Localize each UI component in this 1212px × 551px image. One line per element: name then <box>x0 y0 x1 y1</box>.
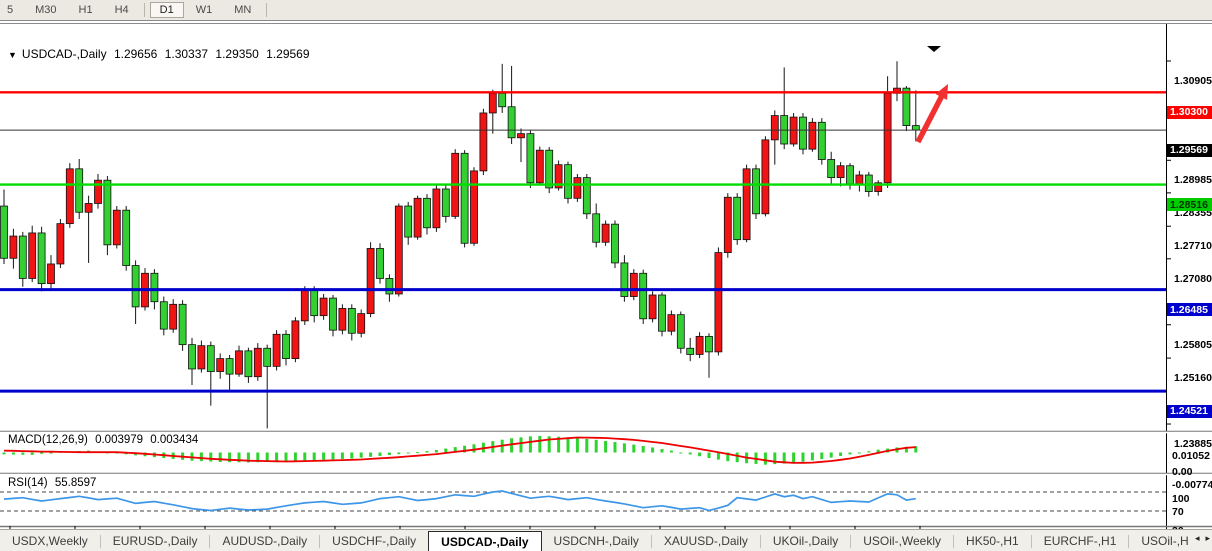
price-badge-1-26485: 1.26485 <box>1167 303 1212 317</box>
tab-divider <box>1128 534 1130 548</box>
tab-divider <box>99 534 101 548</box>
chart-plot-area[interactable] <box>0 43 1166 526</box>
price-scale[interactable] <box>1166 43 1212 526</box>
tab-eurchf-h1[interactable]: EURCHF-,H1 <box>1043 533 1117 548</box>
macd-axis-label: 0.01052 <box>1172 449 1210 462</box>
timeframe-button-h1[interactable]: H1 <box>78 4 93 16</box>
macd-axis-label: 0.00 <box>1172 466 1193 479</box>
timeframe-button-5[interactable]: 5 <box>7 4 14 16</box>
ohlc-open: 1.29656 <box>113 47 158 61</box>
tab-xauusd-daily[interactable]: XAUUSD-,Daily <box>663 533 748 548</box>
price-tick-label: 1.27080 <box>1174 272 1212 285</box>
tab-ukoil-daily[interactable]: UKOil-,Daily <box>772 533 839 548</box>
tab-usoil-weekly[interactable]: USOil-,Weekly <box>863 533 942 548</box>
tab-divider <box>953 534 955 548</box>
ohlc-high: 1.30337 <box>164 47 209 61</box>
tab-usdcnh-daily[interactable]: USDCNH-,Daily <box>553 533 639 548</box>
tab-divider <box>1030 534 1032 548</box>
tab-divider <box>209 534 211 548</box>
price-tick-label: 1.23885 <box>1174 438 1212 451</box>
tab-divider <box>319 534 321 548</box>
chart-window: ▼ USDCAD-,Daily 1.29656 1.30337 1.29350 1… <box>0 20 1212 545</box>
price-tick-label: 1.27710 <box>1174 240 1212 253</box>
price-badge-1-29569: 1.29569 <box>1167 143 1212 157</box>
timeframe-button-d1[interactable]: D1 <box>149 2 184 18</box>
toolbar-divider <box>266 3 268 17</box>
rsi-label: RSI(14) 55.8597 <box>8 477 100 489</box>
timeframe-button-mn[interactable]: MN <box>234 4 252 16</box>
tab-usoil-h[interactable]: USOil-,H <box>1141 533 1189 548</box>
tab-hk50-h1[interactable]: HK50-,H1 <box>966 533 1019 548</box>
tab-eurusd-daily[interactable]: EURUSD-,Daily <box>112 533 198 548</box>
tab-divider <box>850 534 852 548</box>
ohlc-low: 1.29350 <box>215 47 259 61</box>
price-tick-label: 1.28985 <box>1174 174 1212 187</box>
tab-usdchf-daily[interactable]: USDCHF-,Daily <box>332 533 417 548</box>
macd-axis-label: -0.007744 <box>1172 478 1212 491</box>
timeframe-button-h4[interactable]: H4 <box>114 4 129 16</box>
rsi-axis-label: 100 <box>1172 493 1190 505</box>
toolbar-divider <box>143 3 145 17</box>
price-badge-1-24521: 1.24521 <box>1167 404 1212 418</box>
price-tick-label: 1.30905 <box>1174 74 1212 87</box>
symbol-dropdown-icon[interactable]: ▼ <box>8 50 17 60</box>
price-tick-label: 1.25805 <box>1174 338 1212 351</box>
tab-divider <box>650 534 652 548</box>
timeframe-button-w1[interactable]: W1 <box>195 4 213 16</box>
timeframe-button-m30[interactable]: M30 <box>35 4 57 16</box>
price-badge-1-30300: 1.30300 <box>1167 105 1212 119</box>
rsi-value: 55.8597 <box>54 477 97 489</box>
tab-scroll-left-icon[interactable]: ◂ <box>1194 533 1200 543</box>
tab-scroll-right-icon[interactable]: ▸ <box>1205 533 1210 543</box>
rsi-axis-label: 70 <box>1172 505 1184 518</box>
tab-usdcad-daily[interactable]: USDCAD-,Daily <box>428 530 542 551</box>
price-tick-label: 1.25160 <box>1174 372 1212 385</box>
price-badge-1-28516: 1.28516 <box>1167 198 1212 212</box>
symbol-tab-bar: USDX,Weekly EURUSD-,Daily AUDUSD-,Daily USD… <box>0 529 1212 551</box>
chart-symbol-label: USDCAD-,Daily <box>21 47 107 61</box>
tab-scroll-buttons: ◂ ▸ <box>1195 533 1210 544</box>
tab-divider <box>759 534 761 548</box>
tab-usdx-weekly[interactable]: USDX,Weekly <box>12 533 88 548</box>
rsi-name: RSI(14) <box>8 477 48 489</box>
tab-audusd-daily[interactable]: AUDUSD-,Daily <box>222 533 308 548</box>
chart-title: ▼ USDCAD-,Daily 1.29656 1.30337 1.29350 1… <box>8 47 314 61</box>
timeframe-toolbar: 5 M30 H1 H4 D1 W1 MN <box>0 0 1212 21</box>
ohlc-close: 1.29569 <box>266 47 310 61</box>
